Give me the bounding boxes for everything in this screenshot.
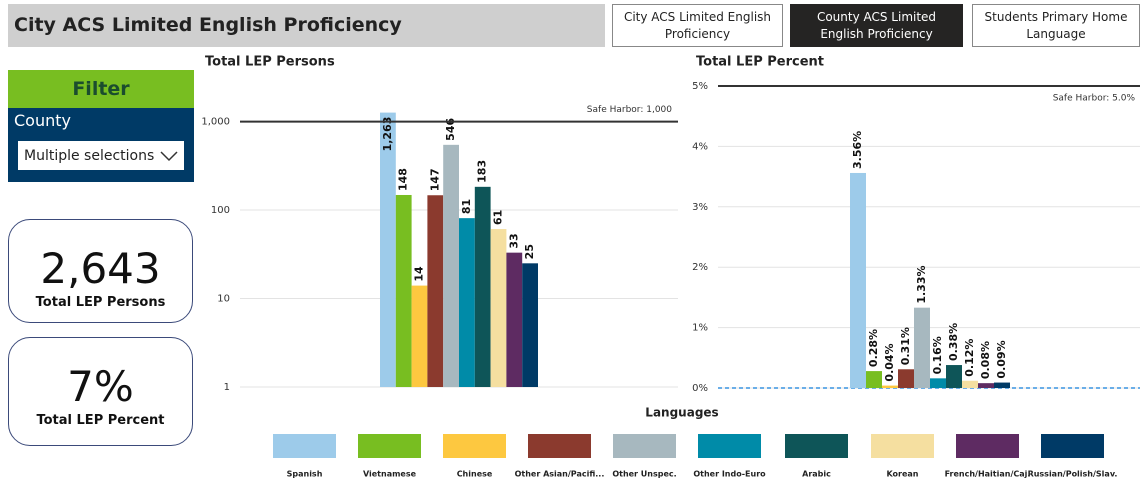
bar [914,307,930,388]
legend-swatch [698,434,761,458]
y-tick-label: 0% [692,383,708,394]
y-tick-label: 4% [692,141,708,152]
legend-swatch [358,434,421,458]
filter-panel: Filter County Multiple selections [8,70,194,182]
kpi-label: Total LEP Persons [35,295,166,310]
legend-label: Spanish [287,470,323,479]
y-tick-label: 5% [692,81,708,92]
bar [946,365,962,388]
legend-label: Korean [886,470,918,479]
bar [898,369,914,388]
y-tick-label: 100 [211,205,230,216]
bar [962,380,978,388]
bar [506,252,523,387]
y-tick-label: 1,000 [201,117,230,128]
y-tick-label: 2% [692,262,708,273]
data-label: 33 [507,233,520,248]
data-label: 1,263 [381,117,394,152]
legend-swatch [613,434,676,458]
bar [866,371,882,388]
chevron [160,151,178,162]
legend-swatch [956,434,1019,458]
bar [443,144,459,387]
bar [930,378,946,388]
bar [395,194,412,387]
bar [427,195,444,387]
data-label: 0.31% [899,327,912,365]
kpi-label: Total LEP Percent [36,413,165,428]
legend-label: Other Indo-Euro [693,470,766,479]
dropdown-value: Multiple selections [24,147,155,164]
legend-label: Russian/Polish/Slav. [1028,470,1118,479]
header-title: City ACS Limited English Proficiency [8,4,605,47]
kpi-card: 2,643 Total LEP Persons [8,219,193,323]
tab[interactable]: Students Primary Home Language [972,4,1140,47]
data-label: 0.28% [867,329,880,367]
chart-title: Total LEP Persons [205,55,335,70]
bar [994,382,1010,388]
tab[interactable]: City ACS Limited English Proficiency [612,4,783,47]
data-label: 3.56% [851,131,864,169]
legend-label: Other Unspec. [612,470,676,479]
legend-swatch [273,434,336,458]
legend-swatch [785,434,848,458]
data-label: 183 [476,160,489,183]
kpi-card: 7% Total LEP Percent [8,337,193,446]
data-label: 61 [492,210,505,225]
data-label: 0.09% [995,340,1008,378]
data-label: 147 [428,168,441,191]
legend-swatch [1041,434,1104,458]
filter-label: County [14,111,71,130]
y-tick-label: 10 [217,294,230,305]
kpi-value: 7% [67,362,134,411]
legend-label: Other Asian/Pacifi... [515,470,605,479]
y-tick-label: 1% [692,323,708,334]
data-label: 0.16% [931,336,944,374]
data-label: 0.38% [947,323,960,361]
data-label: 25 [523,244,536,259]
bar [411,285,428,387]
data-label: 81 [460,199,473,214]
reference-label: Safe Harbor: 1,000 [587,105,672,115]
data-label: 14 [413,266,426,282]
bar [474,186,491,387]
data-label: 0.08% [979,341,992,379]
bar [522,263,538,387]
data-label: 148 [397,168,410,191]
tab-active[interactable]: County ACS Limited English Proficiency [790,4,963,47]
bar [459,218,475,387]
legend-swatch [871,434,934,458]
legend-label: Arabic [802,470,831,479]
bar [380,112,396,387]
legend-label: Chinese [457,470,493,479]
legend-swatch [528,434,591,458]
legend-label: French/Haitian/Caj. [945,470,1031,479]
bar [882,385,898,388]
bar [978,383,994,388]
data-label: 546 [444,118,457,141]
data-label: 0.12% [963,339,976,377]
dropdown[interactable]: Multiple selections [18,141,184,170]
bar [850,172,866,388]
legend-label: Vietnamese [363,470,417,479]
kpi-value: 2,643 [40,244,161,293]
data-label: 0.04% [883,343,896,381]
filter-title: Filter [8,70,194,108]
legend-swatch [443,434,506,458]
reference-label: Safe Harbor: 5.0% [1053,94,1136,104]
data-label: 1.33% [915,265,928,303]
chart-title: Total LEP Percent [696,55,824,70]
y-tick-label: 3% [692,202,708,213]
y-tick-label: 1 [224,382,230,393]
legend-title: Languages [645,406,718,420]
bar [490,229,507,387]
